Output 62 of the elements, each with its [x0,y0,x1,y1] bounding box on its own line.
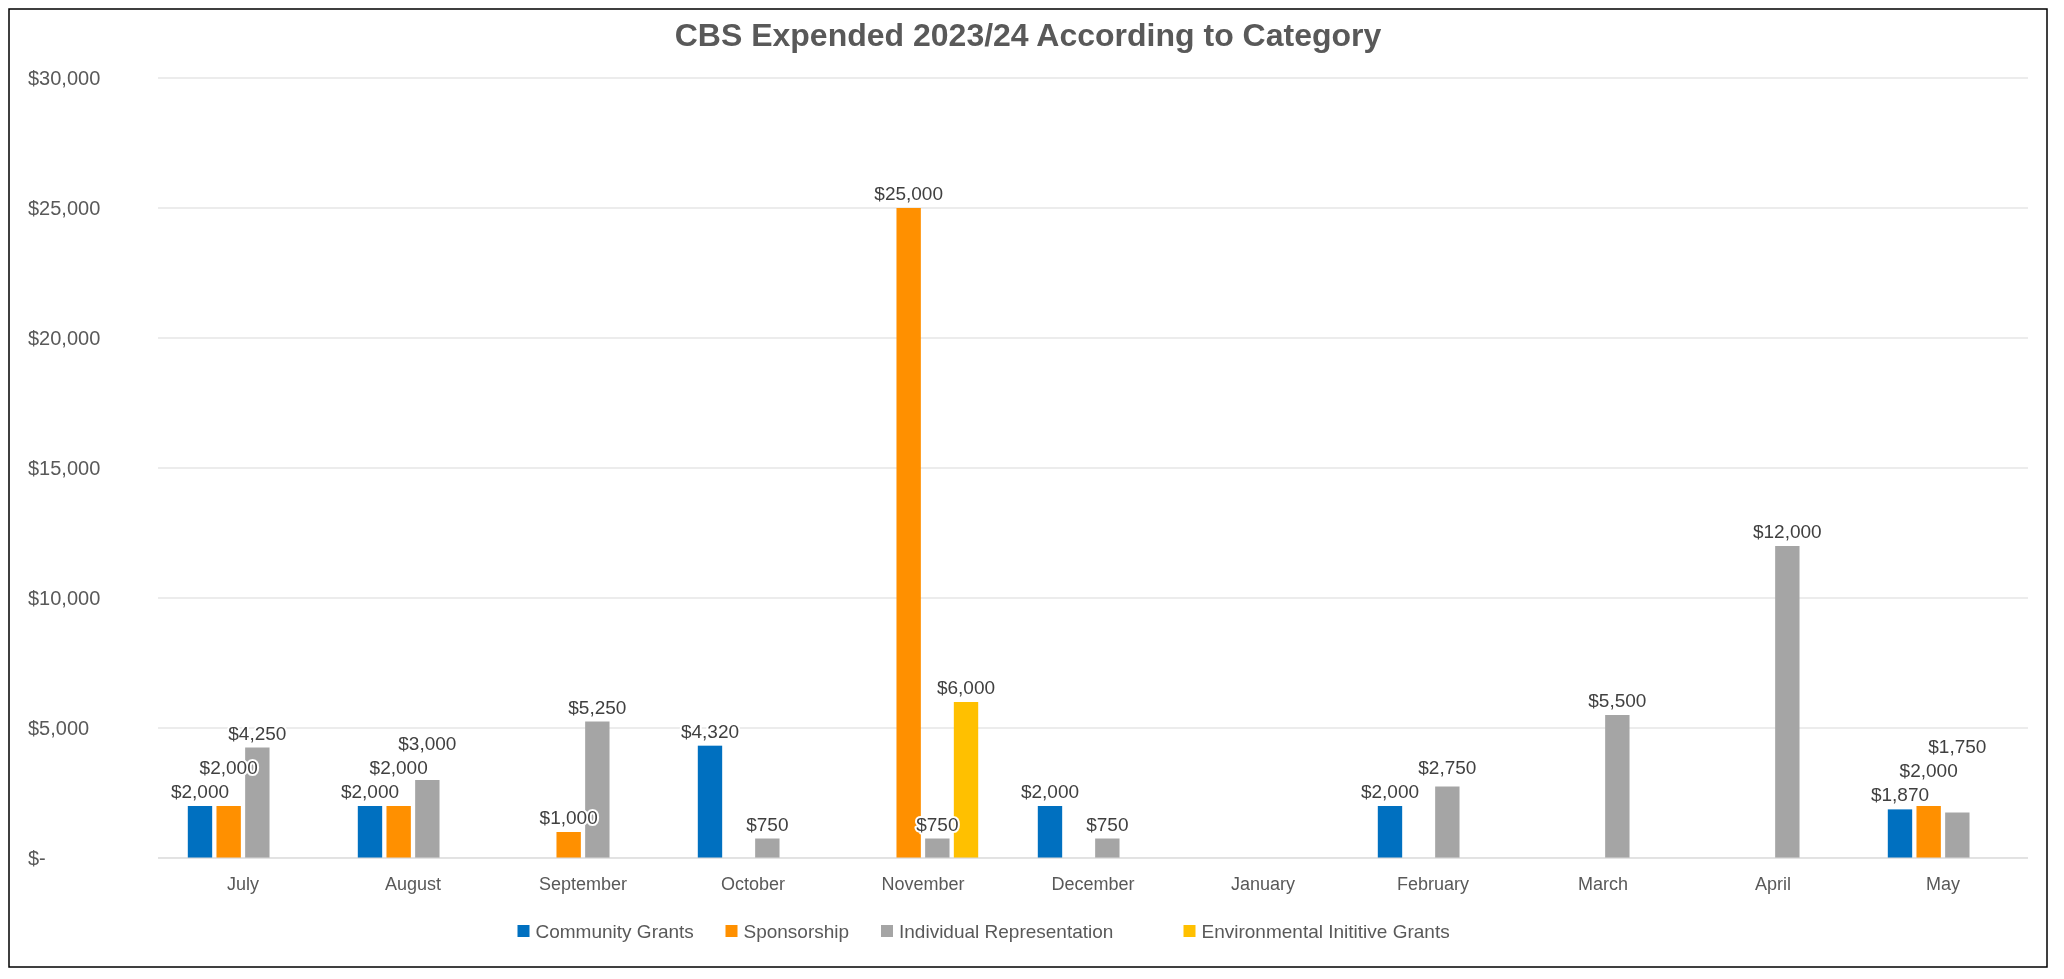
data-label: $3,000 [398,733,457,754]
bar [1945,812,1970,858]
bar [697,745,723,858]
x-tick-label: November [881,874,965,894]
data-label: $25,000 [874,183,944,204]
data-label: $2,000 [369,757,428,778]
data-label: $2,000 [340,781,400,802]
bar [1605,715,1630,858]
bar [357,806,383,858]
data-label: $1,750 [1928,736,1987,758]
legend-label: Sponsorship [743,920,850,942]
data-label: $750 [1086,813,1129,835]
x-tick-label: May [1925,874,1961,894]
bar [187,806,213,858]
y-tick-label: $30,000 [28,67,101,89]
y-tick-label: $5,000 [28,717,90,739]
bar [1037,806,1063,858]
y-tick-label: $- [28,847,46,869]
bar [1435,786,1460,858]
bar [386,806,411,858]
x-tick-label: September [538,874,628,894]
bar [556,832,581,858]
bar [755,838,780,858]
data-label: $1,000 [539,807,598,828]
bar [216,806,241,858]
legend-label: Individual Representation [899,920,1114,942]
data-label: $4,250 [228,722,287,744]
y-tick-label: $20,000 [28,327,101,349]
data-label: $12,000 [1752,521,1822,542]
x-tick-label: October [720,874,786,894]
x-tick-label: February [1396,874,1470,894]
x-tick-label: December [1051,874,1135,894]
bar [925,838,950,858]
data-label: $2,000 [1899,760,1958,782]
y-tick-label: $25,000 [28,197,101,219]
legend-label: Environmental Inititive Grants [1201,920,1450,942]
data-label: $2,000 [1360,781,1420,802]
data-label: $5,500 [1588,690,1647,711]
bar [1377,806,1403,858]
y-tick-label: $10,000 [28,587,101,609]
data-label: $4,320 [680,720,740,742]
data-label: $750 [746,813,789,835]
x-tick-label: April [1754,874,1792,894]
bar [1775,546,1800,858]
data-label: $2,000 [170,781,230,802]
x-tick-label: August [384,874,442,894]
data-label: $1,870 [1870,784,1930,806]
bar [415,780,440,858]
legend-label: Community Grants [535,920,694,942]
data-label: $6,000 [936,677,996,698]
x-tick-label: March [1577,874,1629,894]
x-tick-label: July [226,874,260,894]
x-tick-label: January [1230,874,1296,894]
bar [1887,809,1913,858]
data-label: $2,750 [1418,757,1477,778]
bar [1095,838,1120,858]
y-tick-label: $15,000 [28,457,101,479]
data-label: $2,000 [1020,781,1080,802]
data-label: $2,000 [199,757,258,778]
data-label: $5,250 [568,696,627,718]
chart-title: CBS Expended 2023/24 According to Category [674,17,1382,53]
bar [1916,806,1941,858]
